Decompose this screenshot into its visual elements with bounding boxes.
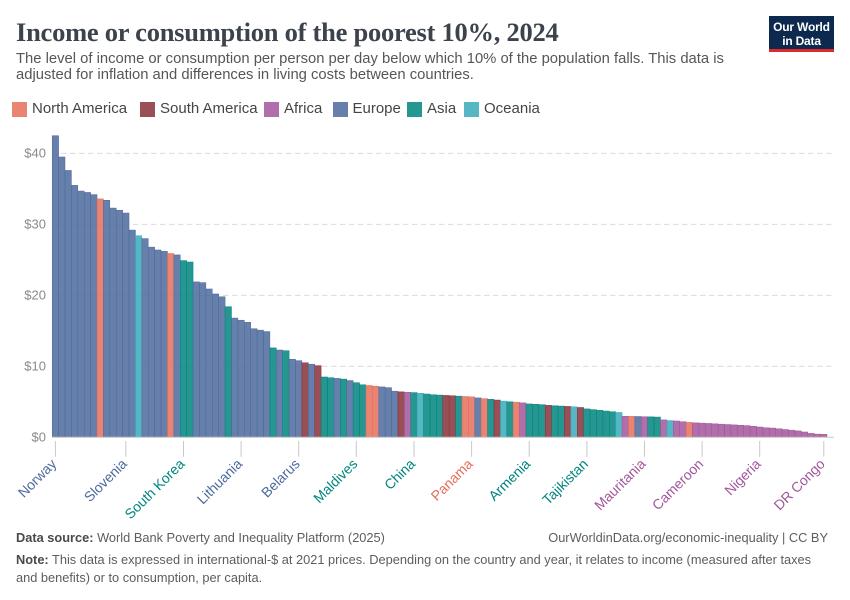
svg-text:Slovenia: Slovenia	[81, 455, 130, 504]
svg-text:Nigeria: Nigeria	[721, 455, 764, 498]
svg-text:Panama: Panama	[428, 455, 476, 503]
svg-text:Tajikistan: Tajikistan	[539, 456, 591, 508]
svg-text:Lithuania: Lithuania	[194, 455, 246, 507]
svg-text:South Korea: South Korea	[121, 455, 188, 522]
svg-text:DR Congo: DR Congo	[770, 455, 828, 513]
svg-text:$20: $20	[24, 288, 46, 303]
svg-text:$40: $40	[24, 146, 46, 161]
svg-text:Armenia: Armenia	[485, 455, 533, 503]
svg-text:Maldives: Maldives	[310, 456, 360, 506]
svg-text:$10: $10	[24, 359, 46, 374]
svg-text:Belarus: Belarus	[258, 456, 303, 501]
svg-text:Cameroon: Cameroon	[649, 456, 707, 514]
svg-text:$0: $0	[32, 430, 46, 445]
svg-text:Norway: Norway	[15, 456, 60, 501]
svg-text:$30: $30	[24, 217, 46, 232]
svg-text:China: China	[381, 455, 418, 492]
svg-text:Mauritania: Mauritania	[591, 455, 649, 513]
